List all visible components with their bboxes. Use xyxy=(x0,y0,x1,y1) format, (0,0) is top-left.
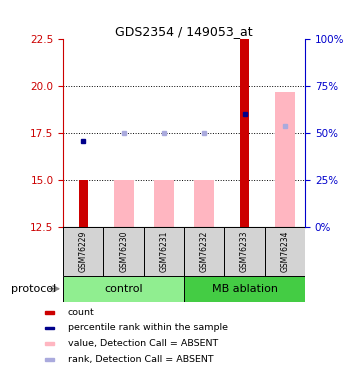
Bar xyxy=(45,358,54,361)
Bar xyxy=(225,227,265,276)
Text: GSM76230: GSM76230 xyxy=(119,231,128,272)
Text: rank, Detection Call = ABSENT: rank, Detection Call = ABSENT xyxy=(68,355,213,364)
Bar xyxy=(144,227,184,276)
Text: GSM76229: GSM76229 xyxy=(79,231,88,272)
Text: GSM76232: GSM76232 xyxy=(200,231,209,272)
Bar xyxy=(104,227,144,276)
Bar xyxy=(194,180,214,227)
Bar xyxy=(184,227,225,276)
Text: control: control xyxy=(104,284,143,294)
Bar xyxy=(63,276,184,302)
Text: MB ablation: MB ablation xyxy=(212,284,278,294)
Bar xyxy=(63,227,104,276)
Bar xyxy=(45,327,54,329)
Text: count: count xyxy=(68,308,95,317)
Text: GSM76234: GSM76234 xyxy=(280,231,290,272)
Text: protocol: protocol xyxy=(11,285,56,294)
Bar xyxy=(45,311,54,314)
Bar xyxy=(265,227,305,276)
Bar xyxy=(154,180,174,227)
Text: GSM76233: GSM76233 xyxy=(240,231,249,272)
Title: GDS2354 / 149053_at: GDS2354 / 149053_at xyxy=(115,25,253,38)
Text: value, Detection Call = ABSENT: value, Detection Call = ABSENT xyxy=(68,339,218,348)
Bar xyxy=(114,180,134,227)
Text: GSM76231: GSM76231 xyxy=(160,231,169,272)
Bar xyxy=(240,39,249,227)
Bar xyxy=(45,342,54,345)
Text: percentile rank within the sample: percentile rank within the sample xyxy=(68,324,228,333)
Bar xyxy=(184,276,305,302)
Bar xyxy=(79,180,88,227)
Bar xyxy=(275,92,295,227)
